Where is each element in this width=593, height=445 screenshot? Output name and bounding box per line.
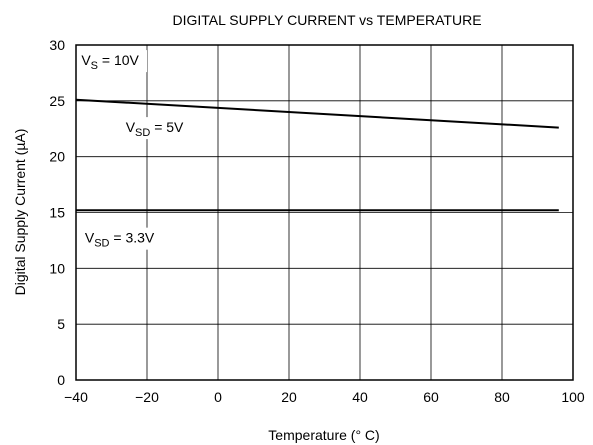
y-tick-label: 10: [49, 260, 65, 276]
y-tick-label: 25: [49, 93, 65, 109]
tick-labels: −40 −20 0 20 40 60 80 100 0 5 10 15 20 25 30: [49, 37, 584, 405]
x-tick-label: 0: [214, 389, 222, 405]
series-annotation: VS = 10V: [81, 52, 139, 72]
series-annotation: VSD = 5V: [126, 119, 184, 139]
series-line-1: [75, 98, 559, 129]
y-tick-label: 20: [49, 149, 65, 165]
x-tick-label: −20: [135, 389, 159, 405]
series-lines: [75, 98, 559, 212]
y-axis-label: Digital Supply Current (µA): [12, 129, 28, 296]
grid: [76, 45, 573, 380]
y-tick-label: 0: [57, 372, 65, 388]
x-tick-label: 80: [494, 389, 510, 405]
annotation-background: [78, 50, 148, 73]
annotation-background: [122, 117, 191, 140]
y-tick-label: 30: [49, 37, 65, 53]
annotation-background: [81, 227, 166, 250]
plot-frame: [75, 44, 574, 381]
x-axis-label: Temperature (° C): [268, 427, 379, 443]
x-tick-label: 100: [561, 389, 585, 405]
x-tick-label: 60: [423, 389, 439, 405]
x-tick-label: −40: [64, 389, 88, 405]
y-tick-label: 15: [49, 205, 65, 221]
x-tick-label: 20: [281, 389, 297, 405]
series-annotation: VSD = 3.3V: [85, 230, 155, 250]
y-tick-label: 5: [57, 316, 65, 332]
x-tick-label: 40: [352, 389, 368, 405]
annotations: VS = 10V VSD = 5V VSD = 3.3V: [78, 50, 191, 250]
chart-title: DIGITAL SUPPLY CURRENT vs TEMPERATURE: [172, 12, 481, 28]
